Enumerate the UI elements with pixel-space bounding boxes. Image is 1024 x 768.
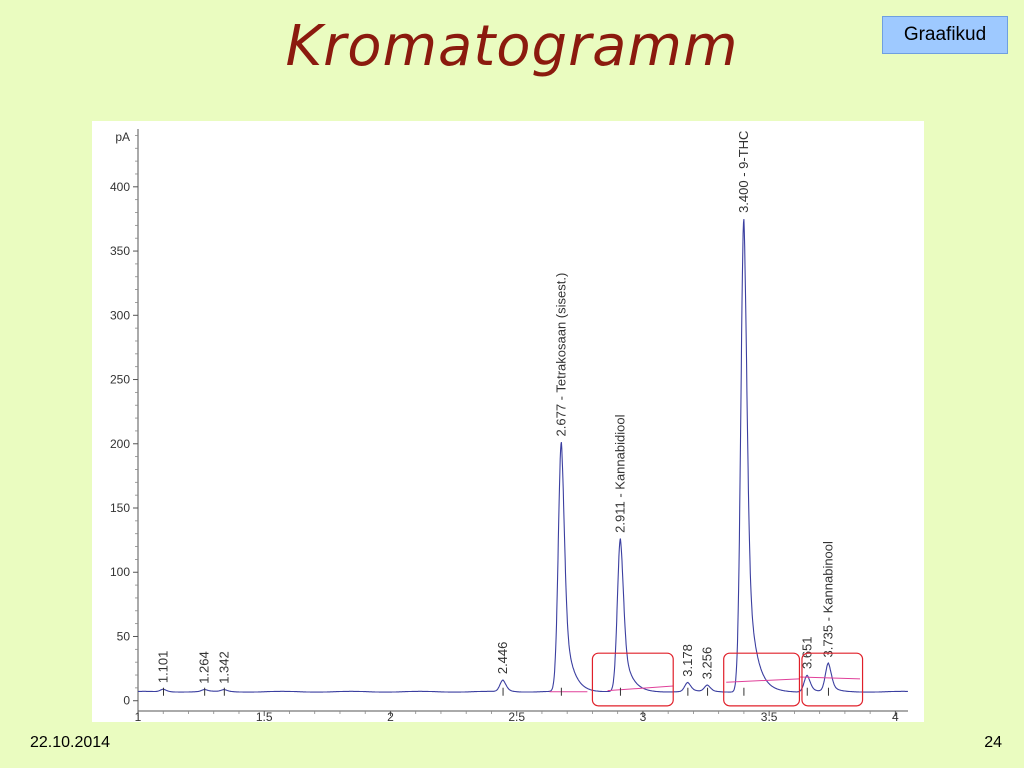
peak-label: 2.677 - Tetrakosaan (sisest.) xyxy=(553,273,568,437)
y-tick-label: 250 xyxy=(110,373,130,387)
peak-label: 2.446 xyxy=(495,642,510,675)
slide-title: Kromatogramm xyxy=(285,14,739,79)
x-tick-label: 1.5 xyxy=(256,710,273,722)
x-tick-label: 3 xyxy=(640,710,647,722)
section-badge: Graafikud xyxy=(882,16,1008,54)
highlight-box xyxy=(591,652,674,707)
y-tick-label: 200 xyxy=(110,437,130,451)
y-tick-label: 400 xyxy=(110,180,130,194)
peak-label: 3.256 xyxy=(700,647,715,680)
y-tick-label: 0 xyxy=(123,694,130,708)
integration-baseline xyxy=(607,685,674,692)
footer-date: 22.10.2014 xyxy=(30,734,111,751)
peak-label: 3.400 - 9-THC xyxy=(736,131,751,213)
page-number: 24 xyxy=(984,734,1002,751)
x-tick-label: 1 xyxy=(135,710,142,722)
signal-trace xyxy=(138,219,908,693)
y-axis-label: pA xyxy=(115,130,130,144)
y-tick-label: 100 xyxy=(110,565,130,579)
y-tick-label: 300 xyxy=(110,308,130,322)
x-tick-label: 4 xyxy=(892,710,899,722)
x-tick-label: 2 xyxy=(387,710,394,722)
x-tick-label: 2.5 xyxy=(508,710,525,722)
y-tick-label: 50 xyxy=(117,629,131,643)
integration-baseline xyxy=(726,678,800,683)
peak-label: 2.911 - Kannabidiool xyxy=(612,414,627,532)
peak-labels: 1.101 1.264 1.342 2.446 2.677 - Tetrakosaan … xyxy=(155,131,835,696)
peak-label: 1.101 xyxy=(155,651,170,684)
highlight-boxes xyxy=(591,652,864,707)
peak-label: 1.342 xyxy=(216,651,231,684)
highlight-box xyxy=(723,652,801,707)
peak-label: 3.735 - Kannabinool xyxy=(820,541,835,657)
chart-traces xyxy=(138,219,908,693)
x-tick-label: 3.5 xyxy=(761,710,778,722)
y-tick-label: 150 xyxy=(110,501,130,515)
chart-axes: 0 50 100 150 200 250 300 350 400 pA 1 1.5 2 2.5 3 3.5 4 xyxy=(110,129,908,724)
integration-baseline xyxy=(799,676,861,680)
y-tick-label: 350 xyxy=(110,244,130,258)
chromatogram-panel: 0 50 100 150 200 250 300 350 400 pA 1 1.5 2 2.5 3 3.5 4 … xyxy=(92,121,924,724)
peak-label: 1.264 xyxy=(197,651,212,684)
peak-label: 3.178 xyxy=(680,644,695,677)
highlight-box xyxy=(801,652,864,707)
